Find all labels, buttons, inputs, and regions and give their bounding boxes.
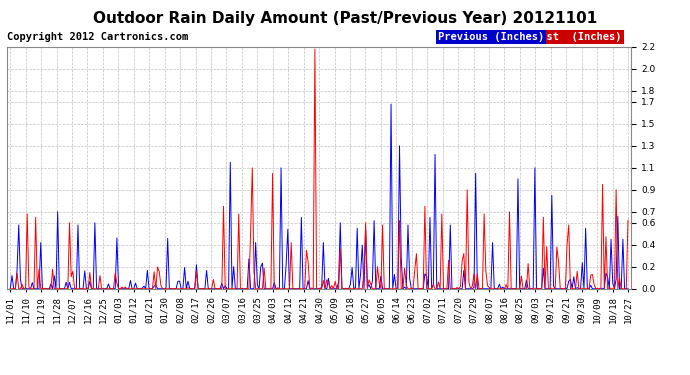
Text: Outdoor Rain Daily Amount (Past/Previous Year) 20121101: Outdoor Rain Daily Amount (Past/Previous…: [93, 11, 597, 26]
Text: Past  (Inches): Past (Inches): [535, 32, 622, 42]
Text: Previous (Inches): Previous (Inches): [437, 32, 544, 42]
Text: Copyright 2012 Cartronics.com: Copyright 2012 Cartronics.com: [7, 32, 188, 42]
